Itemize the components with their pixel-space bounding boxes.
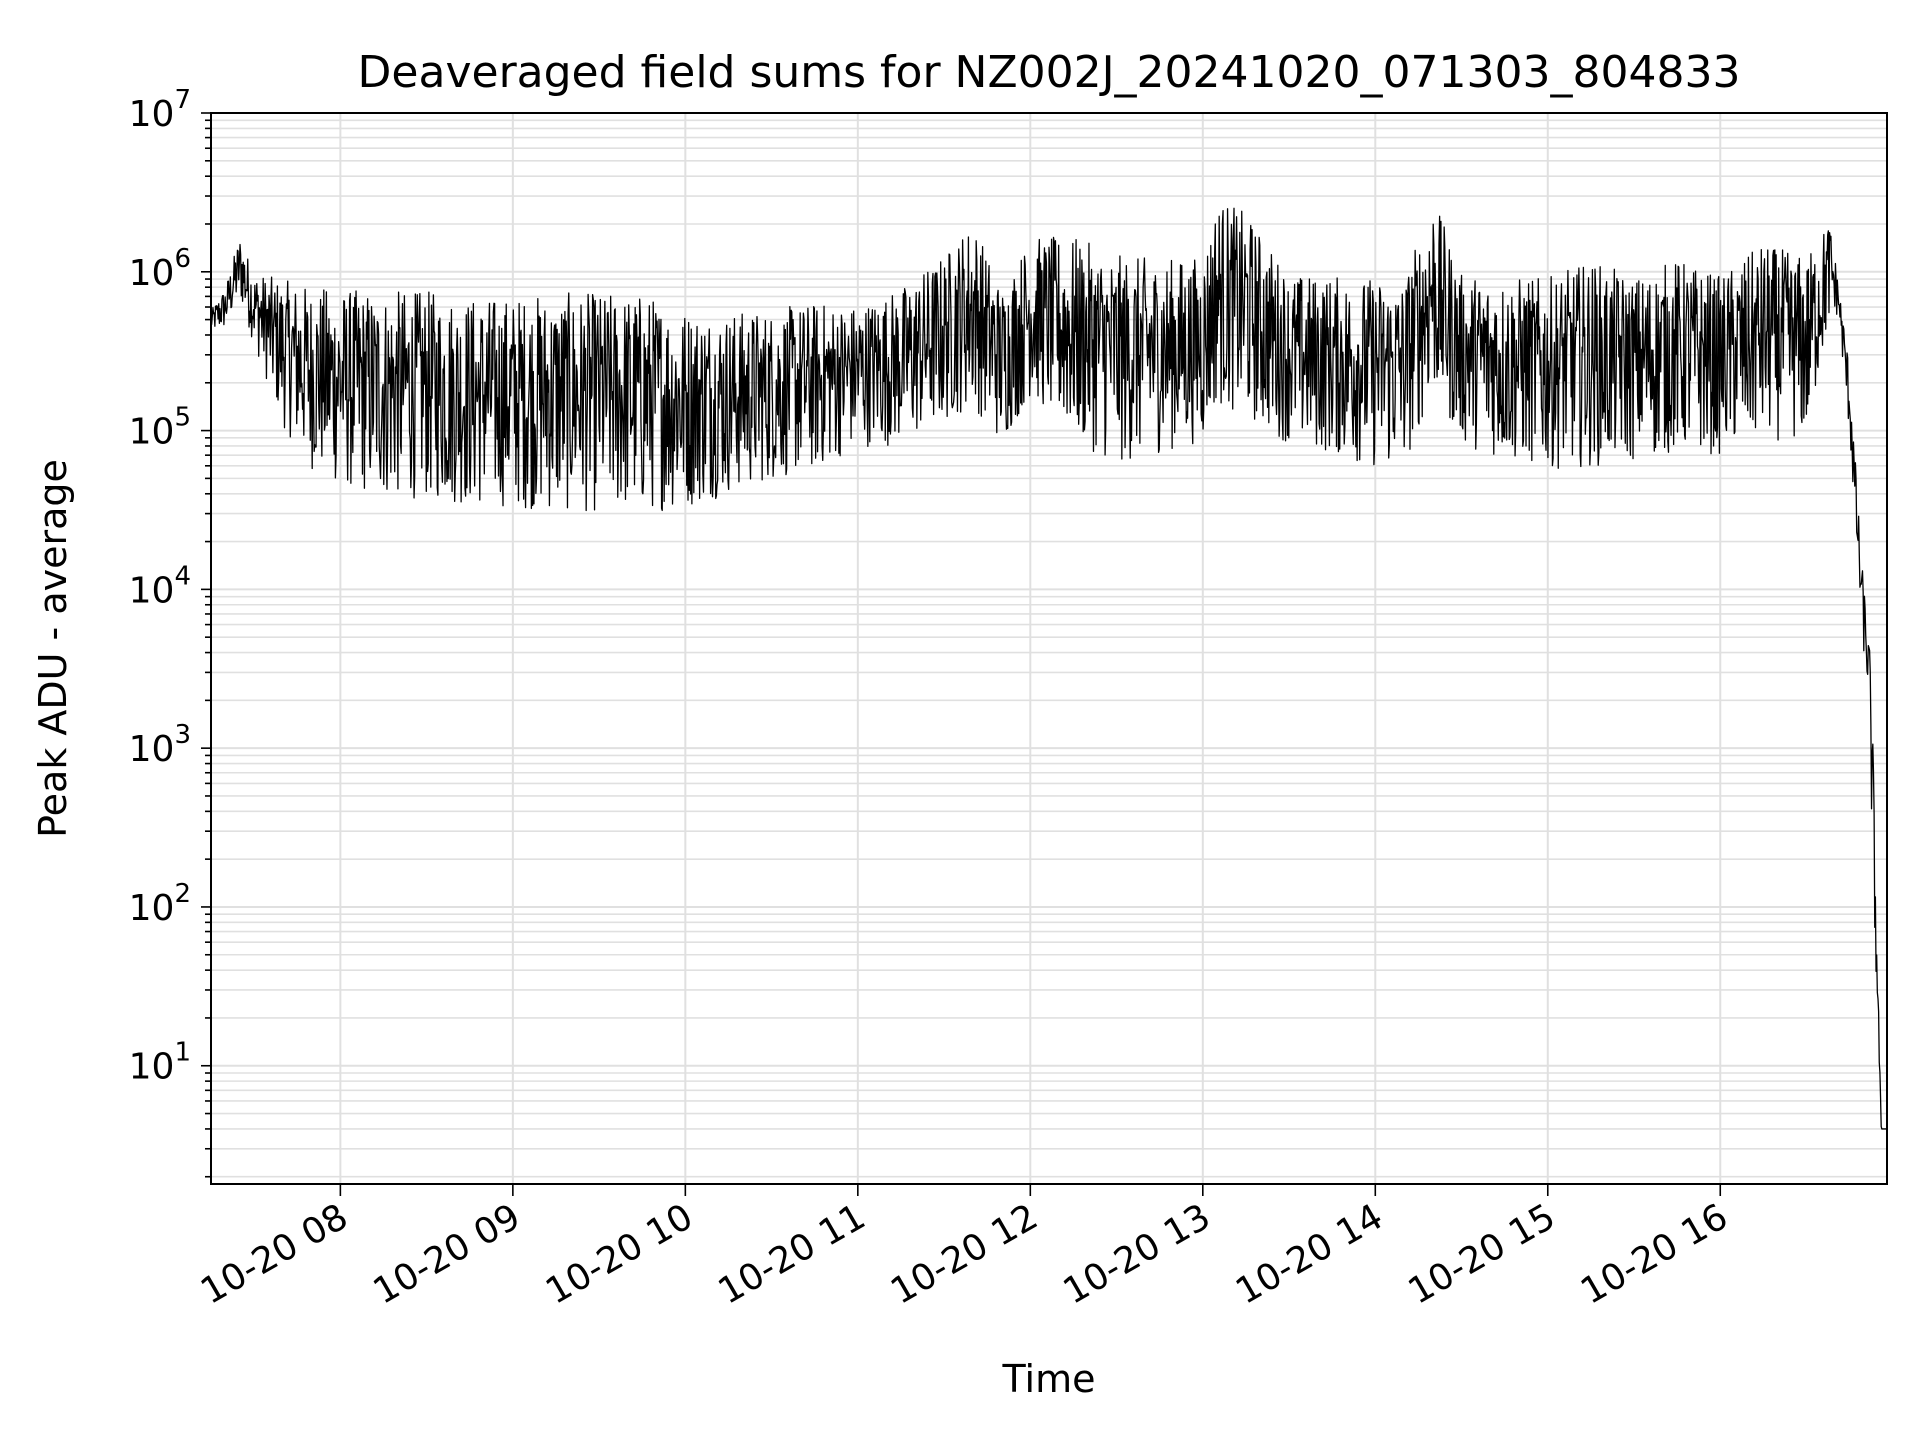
y-tick-label: 106 [129, 244, 191, 294]
y-tick-label: 101 [129, 1038, 191, 1088]
y-tick-label: 103 [129, 720, 191, 770]
x-axis-label: Time [1002, 1357, 1096, 1401]
series-line [210, 207, 1888, 1130]
y-tick-label: 105 [129, 403, 191, 453]
plot-frame [210, 112, 1888, 1185]
y-tick-label: 107 [129, 85, 191, 135]
y-tick-label: 102 [129, 879, 191, 929]
y-tick-label: 104 [129, 561, 191, 611]
y-axis-label: Peak ADU - average [31, 459, 75, 838]
chart-title: Deaveraged field sums for NZ002J_2024102… [358, 47, 1741, 98]
data-layer [210, 207, 1888, 1130]
grid-lines [211, 112, 1887, 1184]
